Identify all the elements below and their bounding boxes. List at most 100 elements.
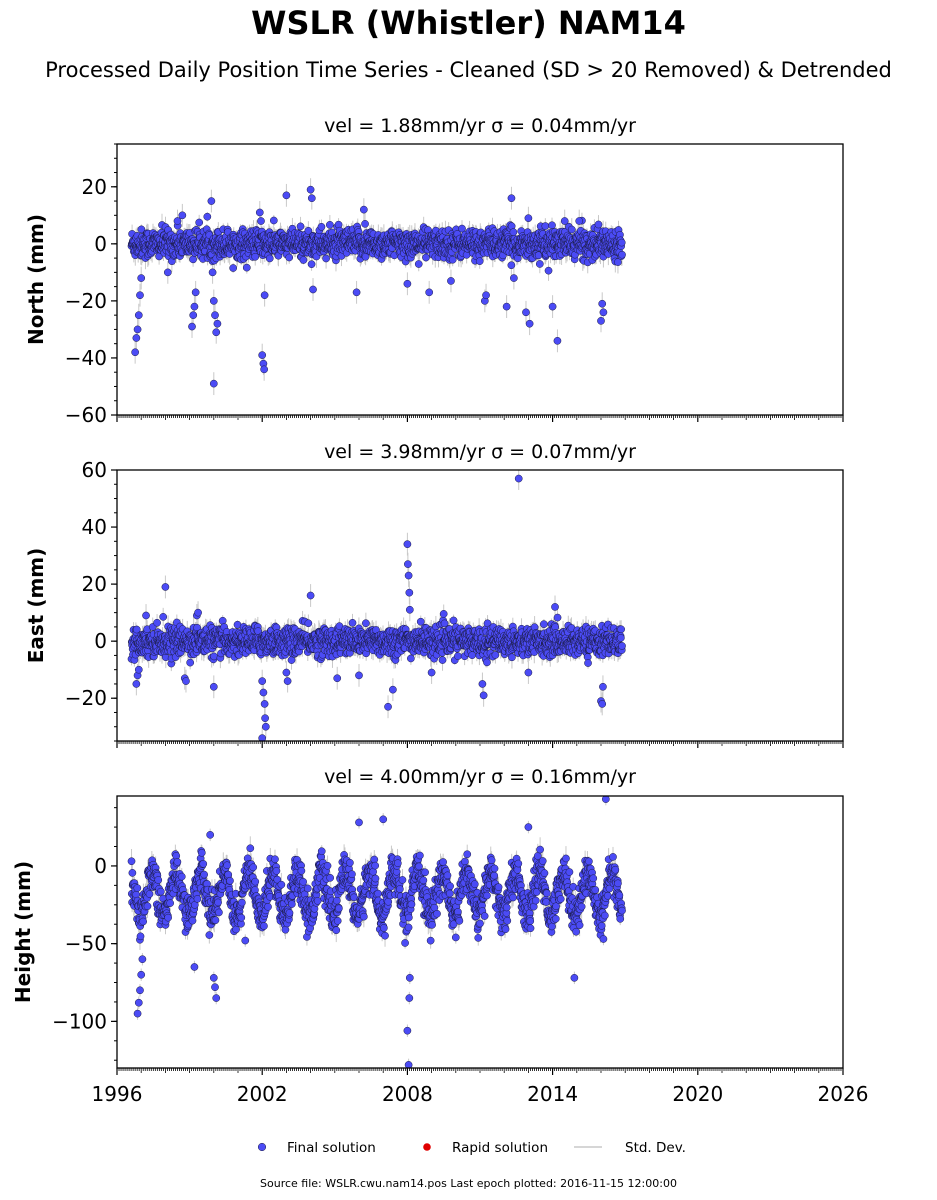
outlier-point — [599, 308, 608, 317]
data-layer — [127, 470, 626, 741]
data-point — [422, 253, 430, 262]
outlier-point — [282, 191, 291, 200]
data-point — [299, 256, 308, 264]
outlier-point — [173, 217, 182, 225]
outlier-point — [482, 291, 490, 300]
outlier-point — [510, 274, 518, 282]
data-point — [322, 254, 330, 263]
outlier-point — [209, 379, 218, 388]
final-solution-points — [127, 185, 626, 388]
data-point — [475, 257, 484, 265]
outlier-point — [191, 288, 200, 297]
outlier-point — [403, 279, 412, 288]
y-tick-label: −60 — [65, 403, 107, 427]
outlier-point — [211, 311, 219, 320]
data-point — [614, 258, 622, 266]
data-point — [304, 226, 313, 235]
x-axis — [116, 415, 844, 422]
data-point — [448, 255, 457, 264]
data-point — [548, 221, 556, 230]
outlier-point — [560, 217, 569, 225]
outlier-point — [507, 194, 516, 203]
data-point — [544, 266, 553, 275]
data-point — [317, 222, 326, 231]
y-tick-label: −40 — [65, 346, 107, 370]
data-point — [509, 228, 518, 236]
data-point — [285, 253, 294, 262]
outlier-point — [207, 197, 216, 205]
data-point — [567, 225, 576, 234]
outlier-point — [133, 325, 142, 334]
outlier-point — [524, 214, 533, 223]
outlier-point — [359, 205, 368, 214]
outlier-point — [522, 308, 530, 317]
outlier-point — [131, 348, 139, 357]
data-point — [326, 221, 334, 229]
data-point — [307, 260, 316, 269]
data-point — [458, 224, 466, 233]
outlier-point — [553, 336, 562, 345]
outlier-point — [134, 311, 143, 320]
outlier-point — [361, 220, 369, 228]
y-axis: 20 0 −20 −40 −60 — [65, 143, 117, 427]
outlier-point — [309, 285, 317, 294]
data-point — [269, 216, 278, 225]
panel-title: vel = 1.88mm/yr σ = 0.04mm/yr — [324, 115, 636, 137]
outlier-point — [163, 268, 172, 277]
y-tick-label: 20 — [82, 175, 107, 199]
panel-2: vel = 3.98mm/yr σ = 0.07mm/yr6040200−20E… — [24, 441, 844, 748]
outlier-point — [307, 194, 316, 203]
data-point — [296, 222, 305, 231]
data-point — [594, 220, 603, 229]
outlier-point — [208, 268, 217, 277]
outlier-point — [425, 288, 434, 297]
data-point — [535, 260, 544, 268]
plot-frame — [116, 143, 844, 416]
outlier-point — [190, 302, 199, 311]
data-point — [541, 222, 550, 230]
outlier-point — [260, 365, 268, 374]
outlier-point — [258, 351, 267, 359]
data-point — [265, 254, 274, 263]
outlier-point — [212, 328, 221, 337]
data-point — [617, 238, 626, 247]
data-point — [507, 261, 516, 270]
panel-1: vel = 1.88mm/yr σ = 0.04mm/yr 20 0 −20 −40 −6… — [24, 115, 844, 427]
data-point — [242, 263, 251, 272]
outlier-point — [525, 319, 534, 328]
outlier-point — [598, 299, 607, 308]
outlier-point — [352, 288, 361, 297]
y-axis-label: North (mm) — [24, 214, 48, 345]
outlier-point — [132, 334, 141, 342]
outlier-point — [213, 319, 222, 328]
outlier-point — [597, 317, 605, 325]
y-tick-label: −20 — [65, 289, 107, 313]
outlier-point — [548, 302, 557, 311]
data-point — [137, 225, 146, 234]
outlier-point — [188, 322, 196, 331]
data-point — [618, 250, 626, 259]
outlier-point — [189, 311, 198, 320]
outlier-point — [260, 291, 269, 300]
outlier-point — [137, 274, 146, 282]
outlier-point — [502, 302, 511, 311]
data-point — [251, 252, 260, 261]
data-point — [203, 212, 212, 221]
outlier-point — [209, 297, 218, 305]
data-layer — [127, 178, 626, 396]
std-dev-bars — [131, 470, 623, 741]
figure-title: WSLR (Whistler) NAM14 — [251, 4, 686, 42]
outlier-point — [178, 211, 187, 220]
data-point — [189, 255, 197, 264]
panel-title: vel = 3.98mm/yr σ = 0.07mm/yr — [324, 441, 636, 463]
outlier-point — [257, 217, 265, 225]
data-point — [414, 260, 423, 268]
data-point — [195, 218, 204, 227]
outlier-point — [255, 208, 264, 217]
outlier-point — [575, 217, 584, 225]
figure-subtitle: Processed Daily Position Time Series - C… — [45, 58, 892, 82]
data-point — [229, 264, 238, 272]
y-tick-label: 0 — [94, 232, 107, 256]
outlier-point — [136, 291, 144, 300]
